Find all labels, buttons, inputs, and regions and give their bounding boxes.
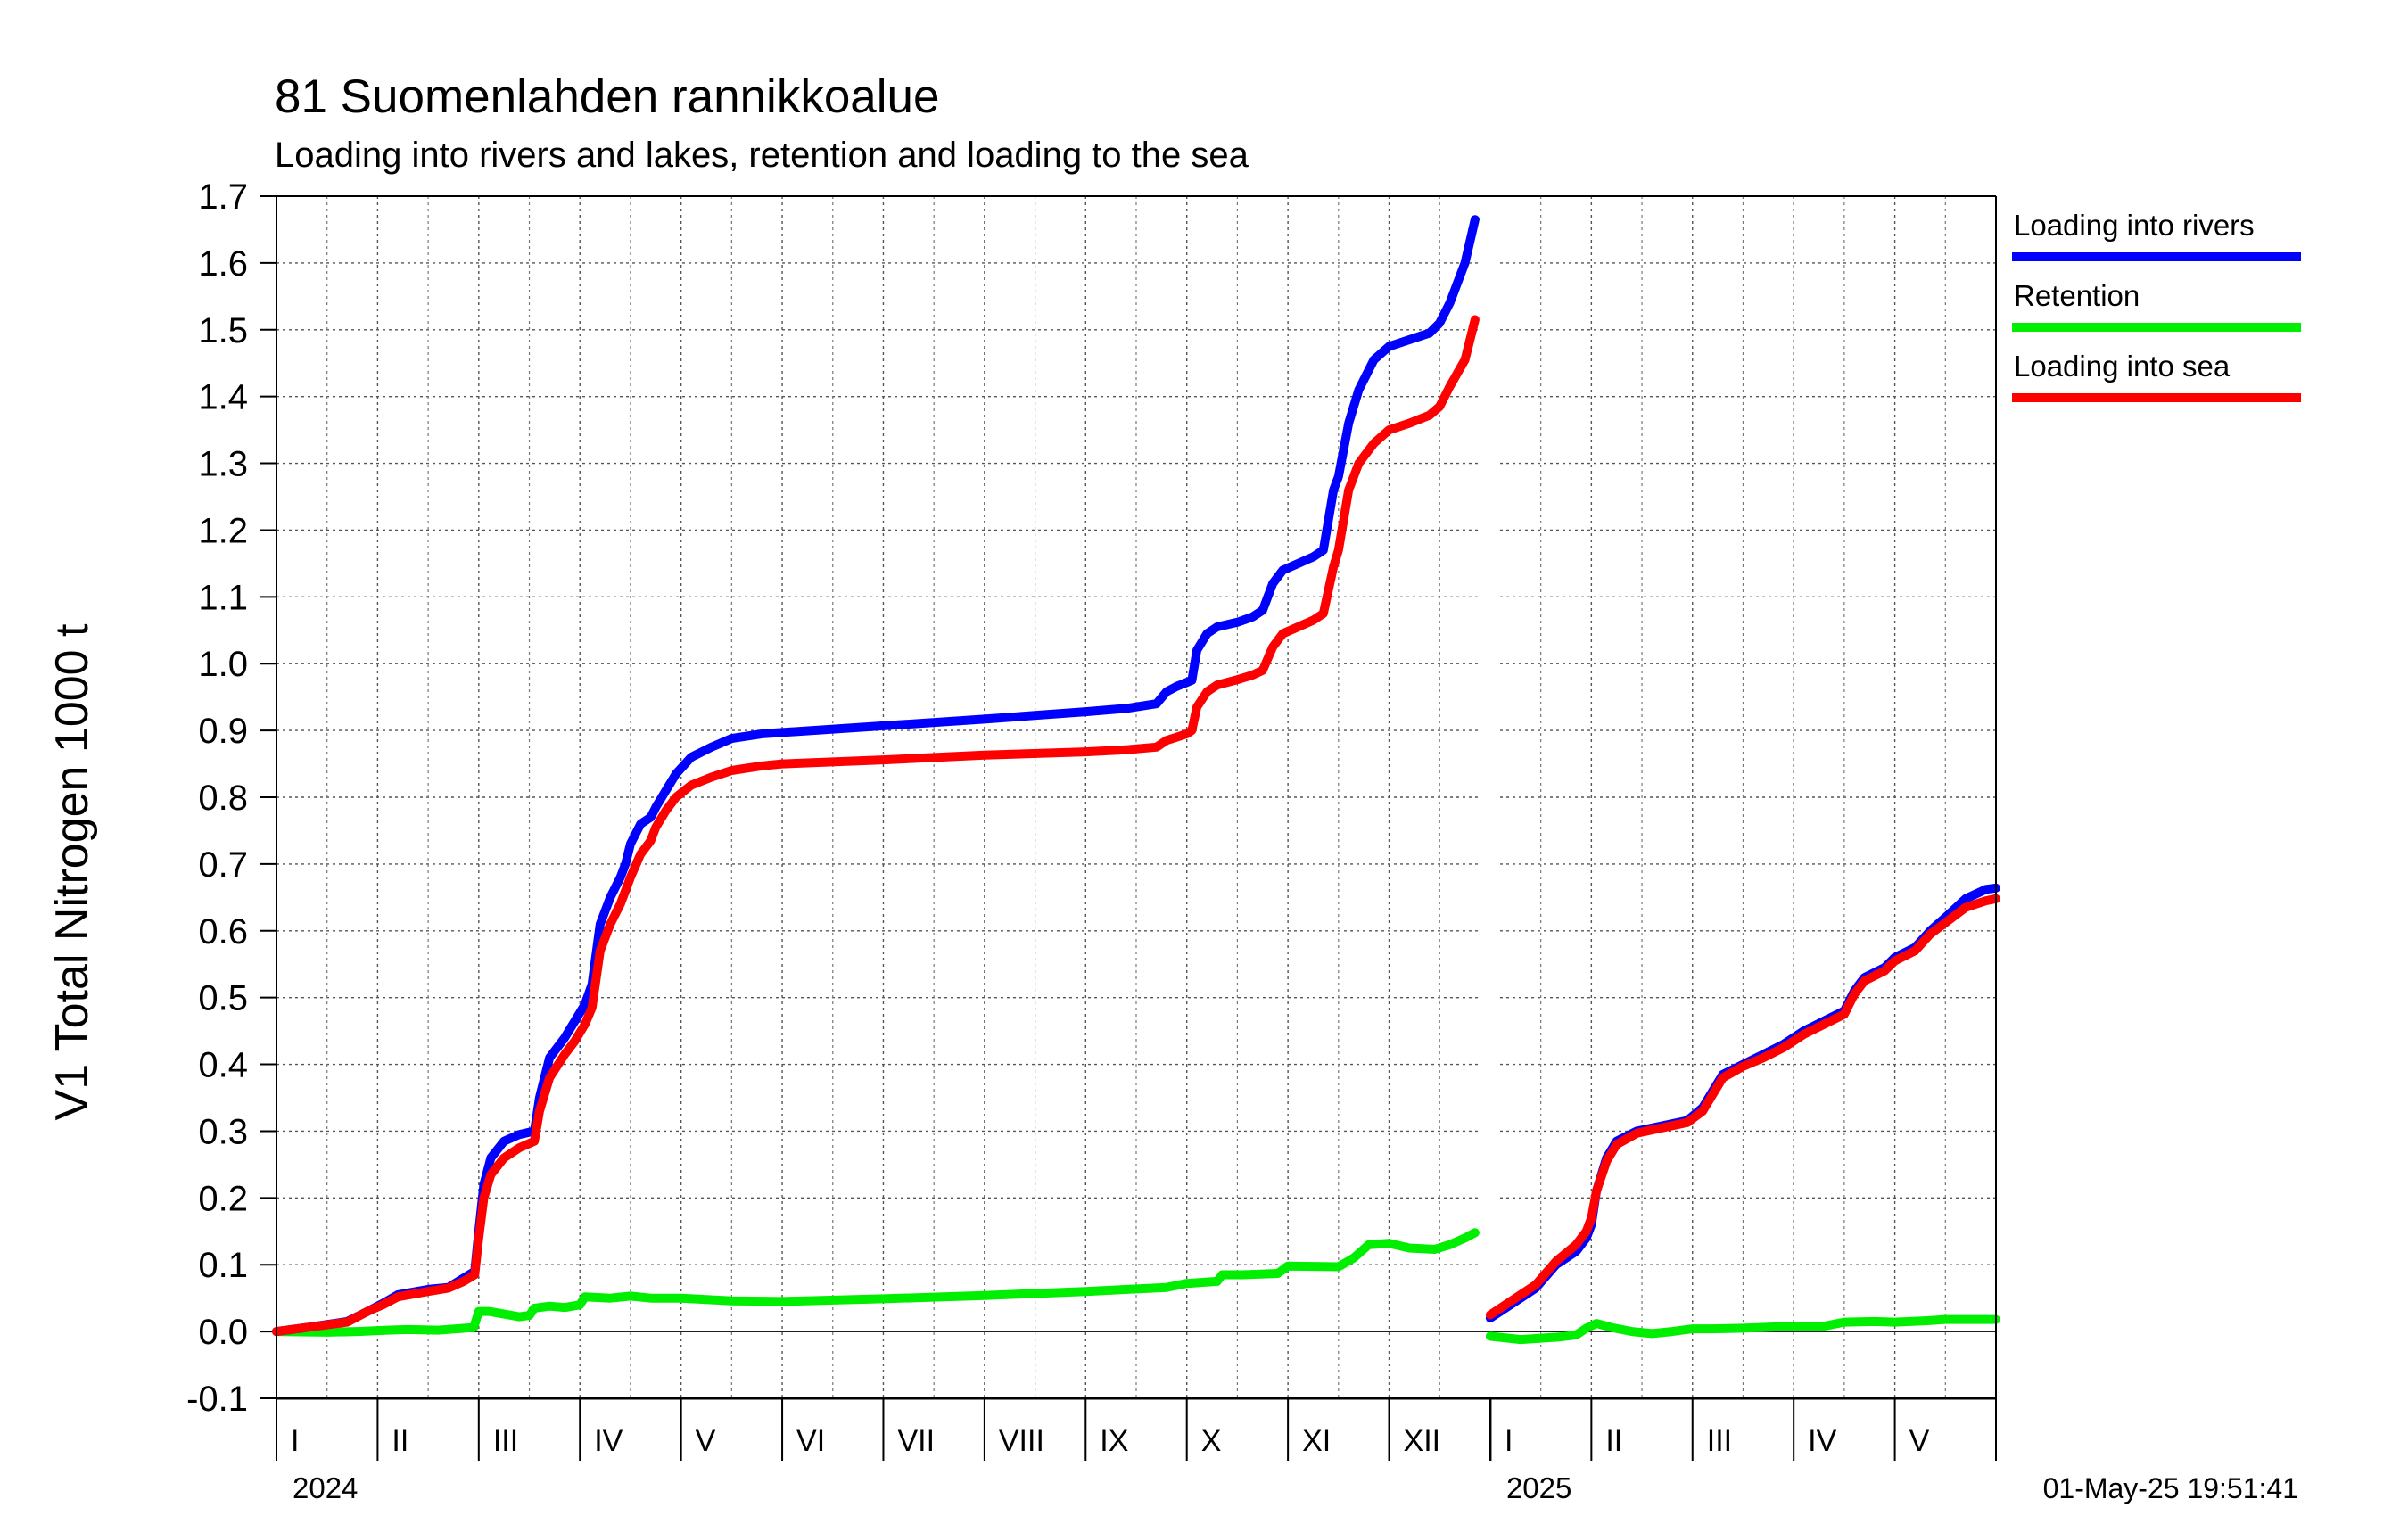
chart-title: 81 Suomenlahden rannikkoalue [275, 70, 940, 123]
y-tick-label: 1.6 [198, 244, 248, 284]
y-tick-label: 0.9 [198, 712, 248, 751]
month-label: XII [1404, 1424, 1441, 1458]
month-label: III [1707, 1424, 1732, 1458]
y-tick-label: 1.1 [198, 578, 248, 617]
plot-frame [276, 195, 1997, 1461]
series-line-rivers [272, 215, 1480, 1337]
series-line-sea [1485, 894, 2000, 1320]
month-label: VI [796, 1424, 825, 1458]
y-tick-label: 1.3 [198, 445, 248, 484]
y-tick-label: 0.5 [198, 979, 248, 1018]
legend: Loading into rivers Retention Loading into… [2012, 209, 2301, 402]
month-label: I [291, 1424, 299, 1458]
y-tick-label: 0.3 [198, 1112, 248, 1151]
y-tick-label: 0.2 [198, 1179, 248, 1218]
month-label: II [1605, 1424, 1622, 1458]
month-label: I [1505, 1424, 1513, 1458]
y-tick-label: 0.1 [198, 1246, 248, 1285]
legend-label: Loading into sea [2014, 350, 2231, 383]
series-line-retention [272, 1228, 1480, 1337]
y-tick-label: -0.1 [186, 1380, 248, 1419]
y-tick-label: 0.4 [198, 1046, 248, 1085]
month-label: VII [897, 1424, 935, 1458]
legend-label: Retention [2014, 279, 2140, 312]
y-tick-label: 0.8 [198, 779, 248, 818]
month-label: VIII [999, 1424, 1044, 1458]
month-label: V [1909, 1424, 1930, 1458]
y-tick-label: 1.0 [198, 645, 248, 684]
y-tick-label: 1.2 [198, 511, 248, 550]
y-tick-label: 1.7 [198, 177, 248, 217]
y-tick-label: 0.0 [198, 1313, 248, 1352]
month-label: V [696, 1424, 716, 1458]
month-label: XI [1302, 1424, 1331, 1458]
timestamp: 01-May-25 19:51:41 [2043, 1472, 2298, 1504]
y-axis-label: V1 Total Nitrogen 1000 t [46, 623, 98, 1121]
month-label: III [493, 1424, 518, 1458]
y-tick-label: 1.5 [198, 311, 248, 350]
chart-subtitle: Loading into rivers and lakes, retention… [275, 136, 1249, 175]
series-lines [272, 215, 2000, 1345]
year-label: 2024 [293, 1471, 358, 1504]
legend-label: Loading into rivers [2014, 209, 2255, 242]
y-axis-ticks: -0.1 0.0 0.1 0.2 0.3 0.4 0.5 0.6 0.7 0.8 0.9 1.0 1.1… [186, 177, 276, 1419]
grid [276, 196, 1996, 1398]
year-label: 2025 [1506, 1471, 1571, 1504]
y-tick-label: 1.4 [198, 378, 248, 417]
month-label: X [1201, 1424, 1222, 1458]
month-label: IX [1100, 1424, 1128, 1458]
y-tick-label: 0.6 [198, 912, 248, 952]
y-tick-label: 0.7 [198, 845, 248, 885]
month-label: IV [594, 1424, 623, 1458]
series-line-sea [272, 315, 1480, 1337]
month-label: IV [1808, 1424, 1836, 1458]
month-label: II [392, 1424, 408, 1458]
series-line-retention [1485, 1314, 2000, 1345]
